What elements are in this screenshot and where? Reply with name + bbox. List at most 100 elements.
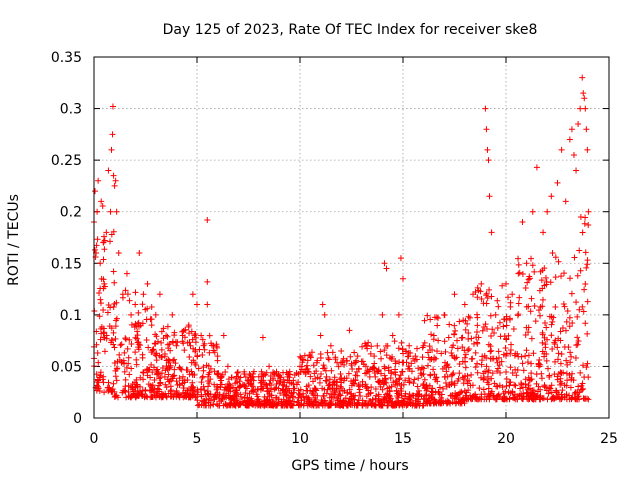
- roti-point: [340, 355, 347, 362]
- x-tick-label: 10: [291, 431, 309, 447]
- roti-point: [436, 384, 443, 391]
- roti-point: [544, 208, 551, 215]
- roti-point: [435, 315, 441, 322]
- roti-point: [382, 391, 389, 398]
- roti-point: [555, 370, 562, 377]
- roti-point: [256, 401, 263, 408]
- roti-point: [580, 308, 587, 315]
- roti-point: [408, 360, 415, 367]
- roti-point: [407, 349, 414, 356]
- roti-point: [128, 311, 135, 318]
- roti-point: [487, 312, 494, 319]
- roti-point: [573, 167, 580, 174]
- roti-point: [286, 379, 293, 386]
- x-tick-label: 0: [90, 431, 99, 447]
- roti-point: [402, 393, 409, 400]
- roti-point: [277, 390, 284, 397]
- roti-point: [186, 393, 193, 400]
- roti-point: [249, 383, 256, 390]
- roti-point: [508, 341, 515, 348]
- roti-point: [275, 371, 282, 378]
- roti-point: [136, 249, 143, 256]
- roti-point: [540, 229, 547, 236]
- roti-point: [528, 295, 535, 302]
- roti-point: [577, 369, 584, 376]
- roti-point: [483, 290, 490, 297]
- roti-point: [554, 393, 561, 400]
- roti-point: [224, 380, 231, 387]
- roti-point: [184, 387, 191, 394]
- roti-point: [557, 337, 564, 344]
- roti-point: [383, 342, 390, 349]
- roti-point: [457, 389, 464, 396]
- roti-point: [533, 371, 540, 378]
- roti-point: [571, 395, 578, 402]
- roti-point: [575, 338, 582, 345]
- roti-point: [507, 379, 514, 386]
- roti-point: [431, 314, 438, 321]
- roti-point: [387, 395, 394, 402]
- roti-point: [307, 353, 314, 360]
- roti-point: [525, 276, 532, 283]
- roti-point: [554, 344, 561, 351]
- roti-point: [460, 376, 467, 383]
- roti-point: [177, 365, 184, 372]
- roti-point: [311, 385, 318, 392]
- roti-point: [183, 367, 190, 374]
- roti-point: [235, 401, 242, 408]
- roti-point: [261, 381, 268, 388]
- roti-point: [235, 373, 242, 380]
- roti-point: [165, 345, 172, 352]
- roti-point: [437, 394, 444, 401]
- roti-point: [147, 374, 154, 381]
- roti-point: [516, 269, 523, 276]
- roti-point: [350, 377, 357, 384]
- roti-point: [467, 395, 474, 402]
- roti-point: [530, 387, 537, 394]
- roti-point: [101, 348, 108, 355]
- roti-point: [113, 299, 120, 306]
- roti-point: [149, 369, 156, 376]
- roti-point: [583, 364, 590, 371]
- roti-point: [542, 341, 549, 348]
- roti-point: [188, 368, 195, 375]
- roti-point: [204, 390, 211, 397]
- roti-point: [411, 376, 418, 383]
- roti-point: [446, 382, 453, 389]
- roti-point: [232, 389, 239, 396]
- roti-point: [160, 325, 167, 332]
- roti-point: [410, 380, 417, 387]
- roti-point: [447, 392, 454, 399]
- roti-point: [204, 216, 211, 223]
- roti-point: [98, 324, 105, 331]
- roti-point: [326, 394, 333, 401]
- roti-point: [253, 391, 260, 398]
- roti-point: [445, 334, 452, 341]
- roti-point: [461, 387, 468, 394]
- roti-point: [462, 364, 469, 371]
- x-axis-label: GPS time / hours: [291, 458, 408, 474]
- roti-point: [524, 279, 531, 286]
- roti-point: [246, 390, 253, 397]
- roti-point: [377, 370, 384, 377]
- roti-point: [199, 351, 206, 358]
- roti-point: [110, 172, 117, 179]
- roti-point: [94, 208, 101, 215]
- roti-point: [320, 392, 327, 399]
- y-tick-label: 0.1: [60, 308, 82, 324]
- roti-point: [171, 332, 178, 339]
- roti-point: [353, 359, 360, 366]
- roti-point: [291, 398, 298, 405]
- roti-point: [474, 360, 481, 367]
- roti-point: [97, 369, 104, 376]
- roti-point: [375, 368, 382, 375]
- roti-point: [497, 369, 504, 376]
- roti-point: [568, 353, 575, 360]
- roti-point: [123, 270, 130, 277]
- roti-point: [580, 362, 587, 369]
- roti-point: [563, 370, 570, 377]
- roti-point: [415, 387, 422, 394]
- roti-point: [342, 395, 349, 402]
- roti-point: [154, 368, 161, 375]
- data-points: [91, 74, 592, 409]
